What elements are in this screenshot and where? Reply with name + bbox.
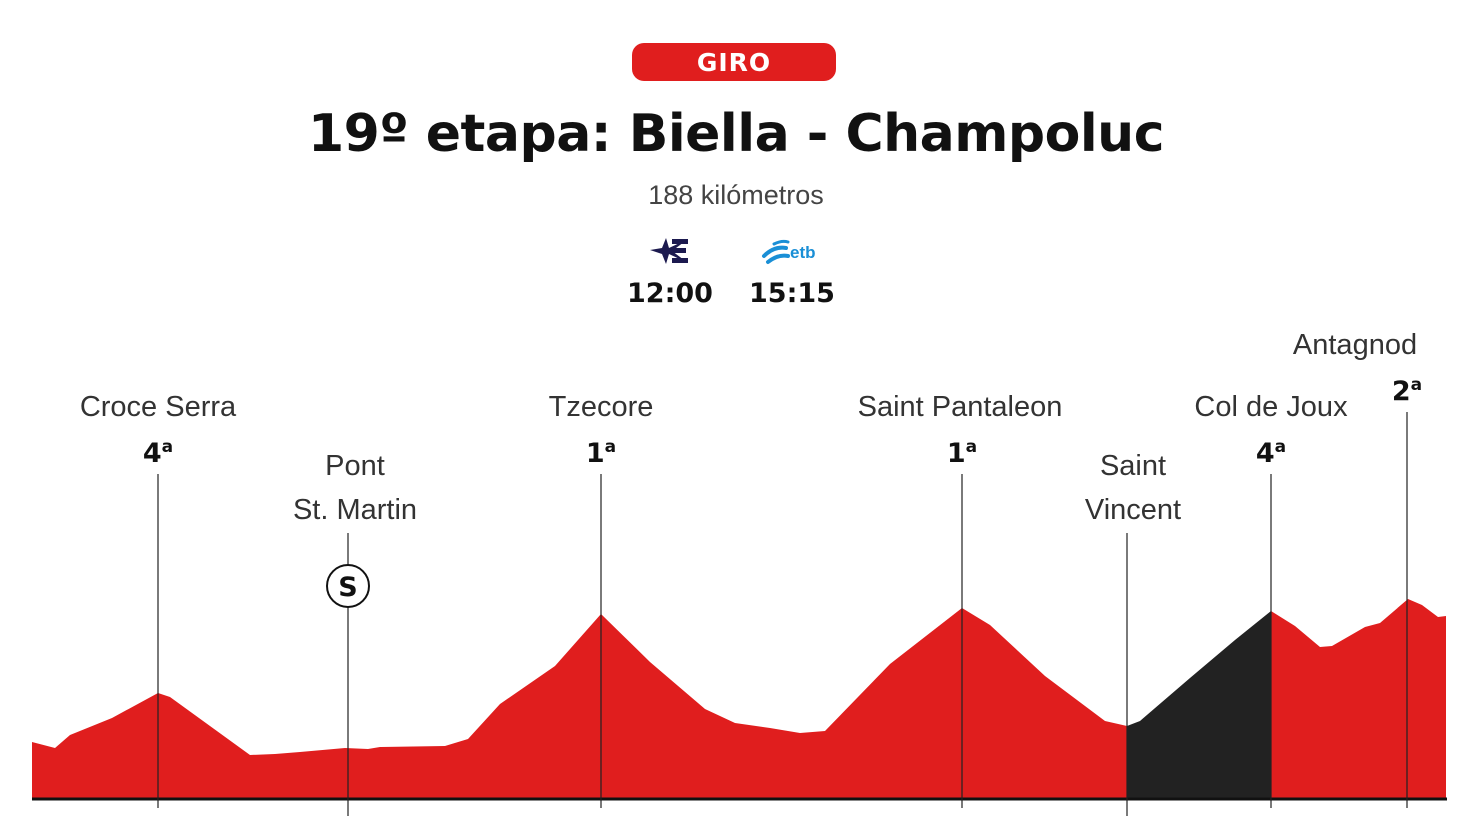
climb-cat-number: 4 [143,438,162,469]
climb-cat-number: 4 [1256,438,1275,469]
climb-cat-suffix: a [966,437,977,457]
climb-name-saint-pantaleon: Saint Pantaleon [858,391,1063,423]
climb-name-tzecore: Tzecore [549,391,654,423]
broadcast-eurosport: 12:00 [610,234,730,309]
stage-title: 19º etapa: Biella - Champoluc [307,104,1165,164]
climb-name-col-de-joux: Col de Joux [1194,391,1348,423]
broadcast-etb: etb 15:15 [732,234,852,309]
marker-name-pont-line1: Pont [325,450,385,482]
climb-cat-antagnod: 2a [1392,375,1422,407]
profile-area-red-end [1271,599,1446,800]
etb-logo-text: etb [790,243,816,262]
marker-name-pont-line2: St. Martin [293,494,417,526]
climb-cat-suffix: a [605,437,616,457]
etb-icon: etb [762,239,816,264]
climb-cat-tzecore: 1a [586,437,616,469]
climb-cat-number: 2 [1392,376,1411,407]
profile-area-red [32,608,1127,800]
climb-cat-suffix: a [1411,375,1422,395]
climb-cat-suffix: a [1275,437,1286,457]
climb-cat-number: 1 [947,438,966,469]
climb-cat-number: 1 [586,438,605,469]
sprint-symbol: S [338,572,357,603]
climb-cat-croce-serra: 4a [143,437,173,469]
eurosport-icon [650,238,688,264]
stage-distance: 188 kilómetros [648,180,824,210]
broadcast-time-etb: 15:15 [749,278,835,309]
profile-area-final [1127,611,1271,800]
climb-cat-col-de-joux: 4a [1256,437,1286,469]
broadcast-time-eurosport: 12:00 [627,278,713,309]
climb-cat-saint-pantaleon: 1a [947,437,977,469]
climb-name-antagnod: Antagnod [1293,329,1417,361]
sprint-icon [326,564,370,608]
climb-name-croce-serra: Croce Serra [80,391,237,423]
marker-name-saint-vincent-line1: Saint [1100,450,1166,482]
race-badge: GIRO [632,43,836,81]
marker-name-saint-vincent-line2: Vincent [1085,494,1181,526]
climb-cat-suffix: a [162,437,173,457]
